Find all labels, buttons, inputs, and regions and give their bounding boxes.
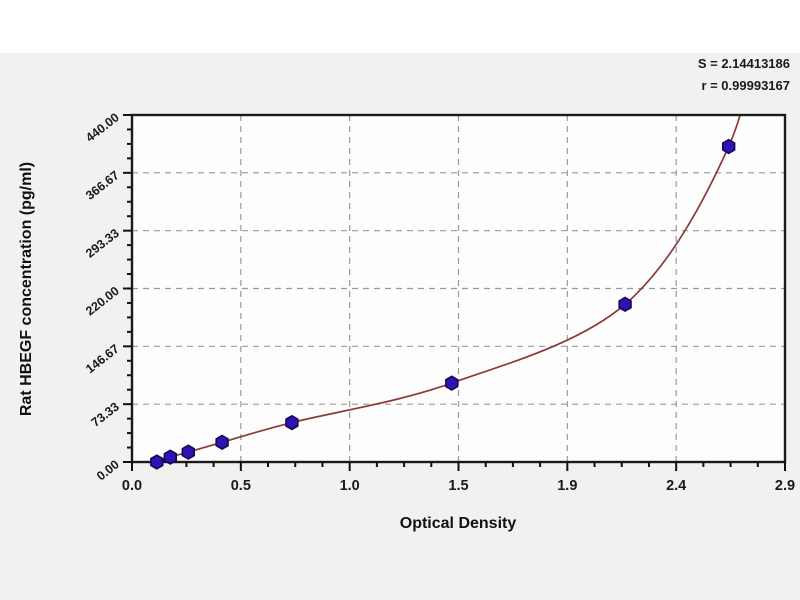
data-point-marker — [618, 296, 632, 313]
data-point-marker — [721, 138, 736, 155]
y-tick-label: 366.67 — [83, 168, 122, 203]
y-tick-label: 0.00 — [94, 457, 122, 483]
x-tick-label: 2.4 — [666, 478, 686, 494]
fit-s-value: S = 2.14413186 — [697, 56, 790, 71]
x-tick-label: 2.9 — [775, 478, 795, 494]
x-axis-title: Optical Density — [399, 515, 517, 532]
y-axis-title: Rat HBEGF concentration (pg/ml) — [18, 161, 35, 417]
data-point-marker — [150, 454, 164, 470]
x-tick-label: 1.5 — [448, 478, 468, 494]
y-tick-label: 146.67 — [83, 342, 122, 377]
y-tick-label: 73.33 — [89, 399, 122, 429]
x-tick-label: 0.0 — [122, 478, 142, 494]
x-tick-label: 1.9 — [557, 478, 577, 494]
data-point-marker — [215, 434, 229, 451]
fit-statistics: S = 2.14413186 r = 0.99993167 — [698, 53, 790, 97]
fit-r-value: r = 0.99993167 — [701, 78, 790, 93]
data-point-marker — [445, 375, 459, 391]
top-strip — [0, 0, 800, 53]
data-point-marker — [181, 444, 195, 460]
data-point-marker — [163, 449, 177, 465]
y-tick-label: 440.00 — [83, 110, 122, 145]
x-tick-label: 1.0 — [340, 478, 360, 494]
y-tick-label: 293.33 — [83, 226, 122, 261]
y-tick-label: 220.00 — [83, 284, 122, 319]
x-tick-label: 0.5 — [231, 478, 251, 494]
data-point-marker — [285, 414, 299, 431]
